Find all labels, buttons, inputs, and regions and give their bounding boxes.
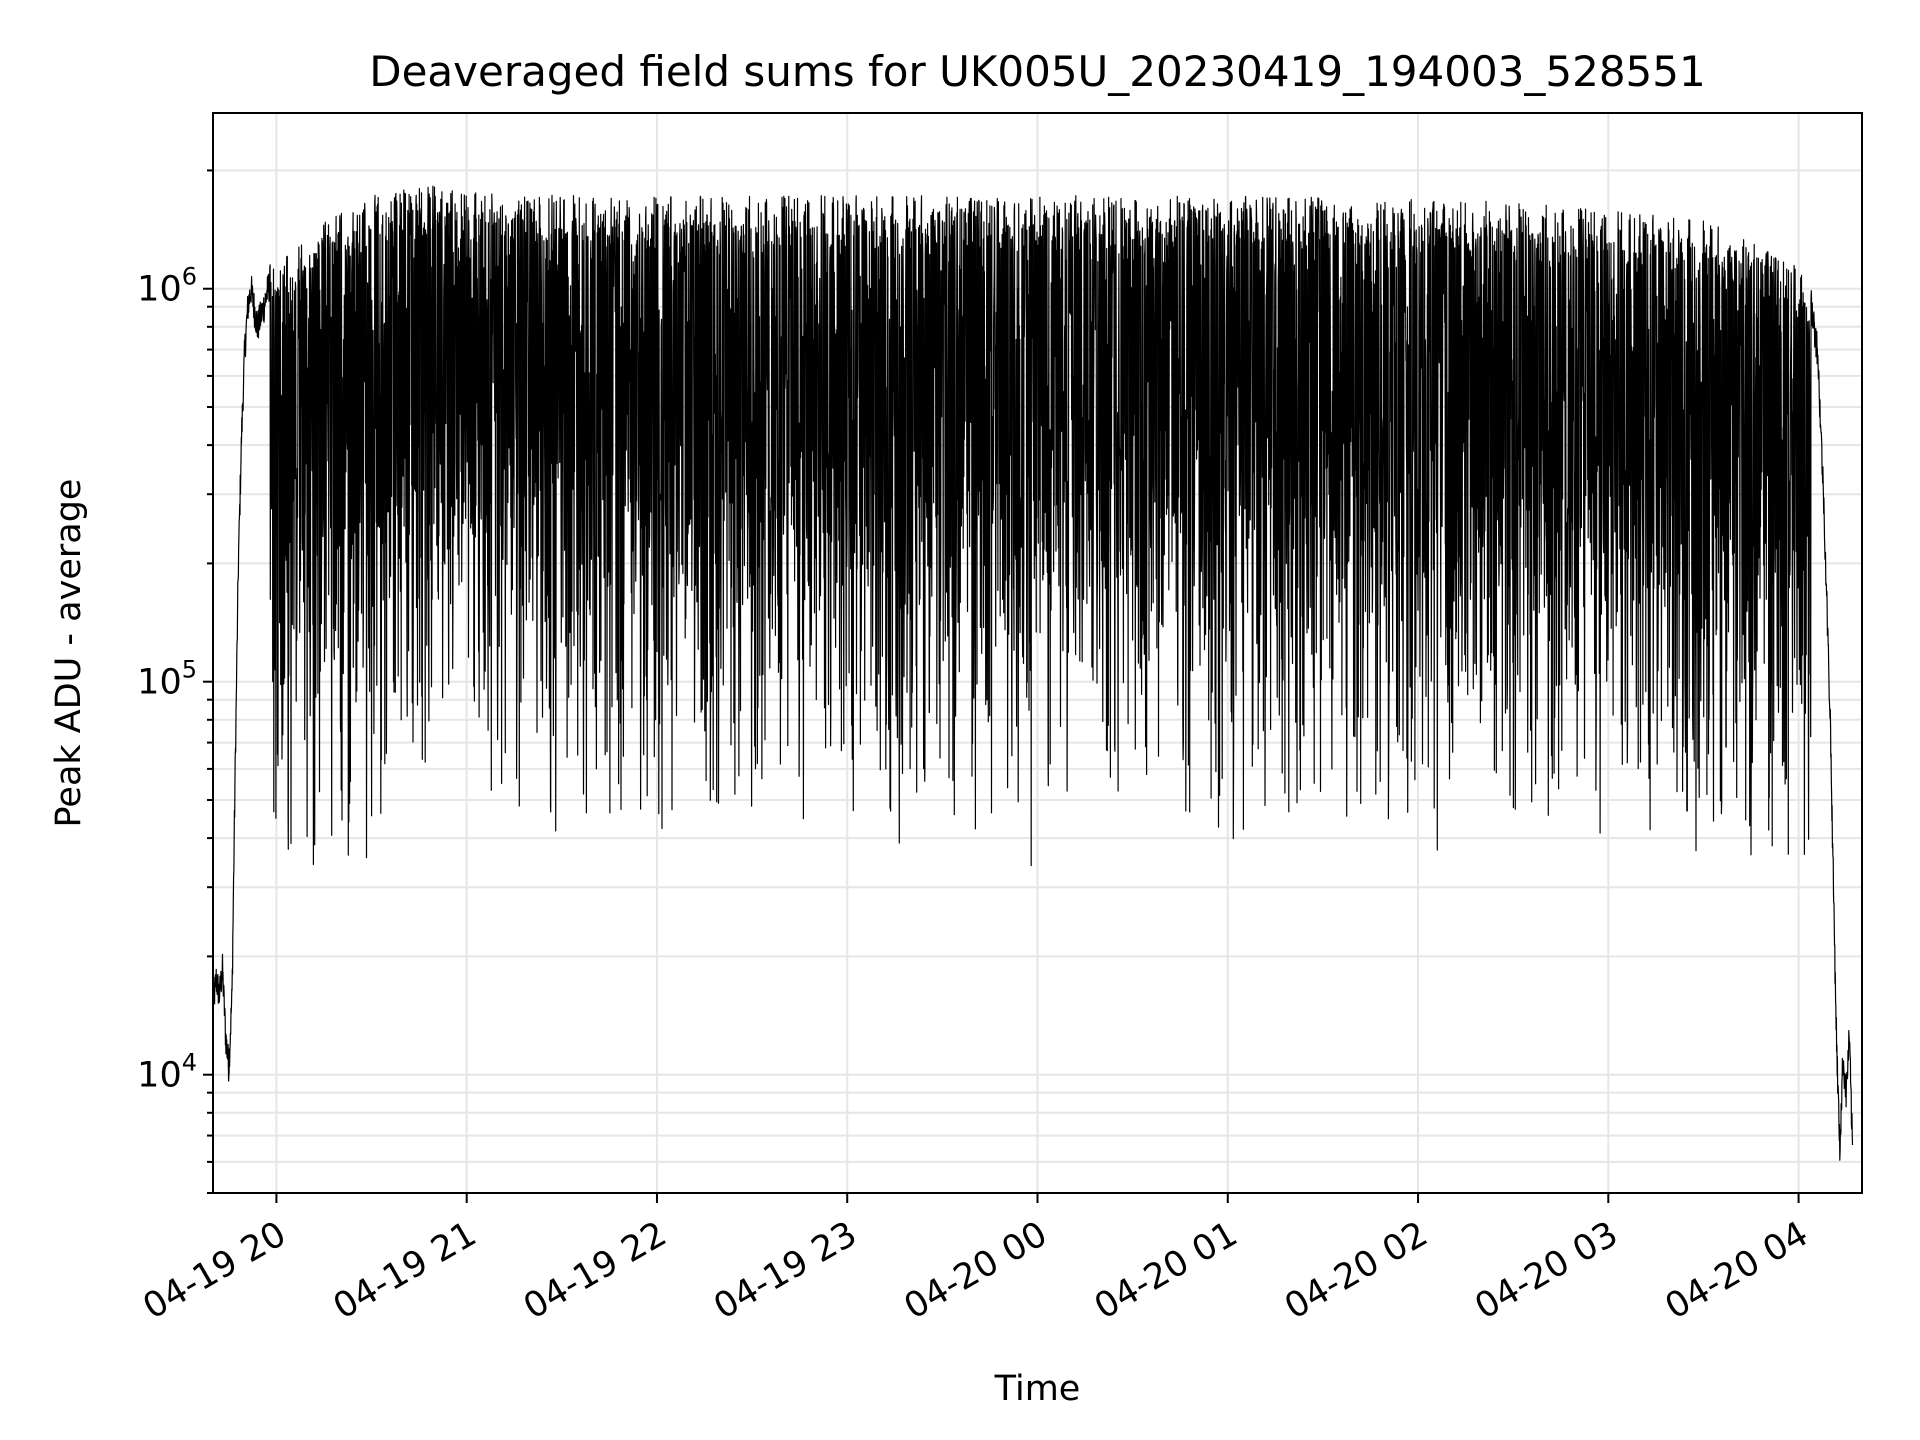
y-tick-label: 106 <box>137 263 197 310</box>
y-tick-label: 105 <box>137 656 197 703</box>
x-axis-label: Time <box>994 1369 1081 1409</box>
y-axis-ticks: 104 105 106 <box>137 169 213 1194</box>
series-layer <box>212 185 1854 1161</box>
chart-title: Deaveraged field sums for UK005U_2023041… <box>369 47 1705 96</box>
series-line <box>212 185 1854 1161</box>
y-axis-label: Peak ADU - average <box>49 479 89 828</box>
y-tick-label: 104 <box>137 1049 197 1096</box>
